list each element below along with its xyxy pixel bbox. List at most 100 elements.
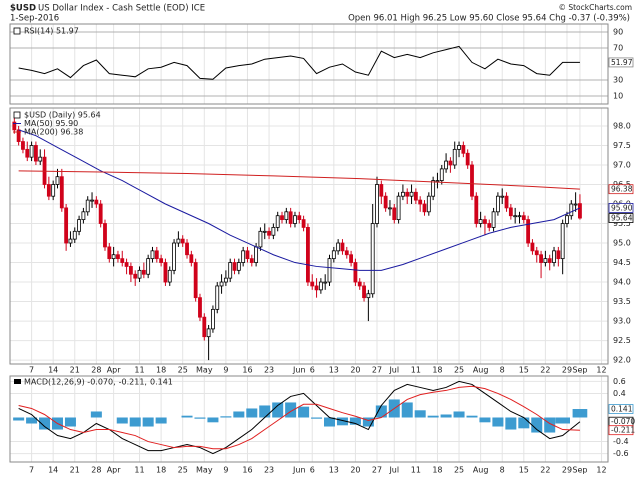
candle-body [258, 230, 263, 248]
x-tick-label: Sep [572, 366, 587, 375]
candle-body [128, 266, 133, 275]
panel-border [9, 107, 609, 365]
candle-body [64, 207, 69, 244]
histogram-bar [194, 417, 206, 419]
candle-body [331, 250, 336, 260]
candle-body [569, 203, 574, 217]
value-tag-label: -0.211 [611, 426, 635, 435]
candle-body [154, 250, 159, 260]
x-tick-label: 18 [156, 466, 166, 475]
candle-body [232, 262, 237, 271]
candle-body [271, 227, 276, 236]
candle-body [85, 199, 90, 213]
x-tick-label: May [196, 466, 213, 475]
x-tick-label: 7 [29, 466, 34, 475]
x-tick-label: 13 [329, 366, 339, 375]
candle-body [552, 250, 556, 263]
x-tick-label: Apr [107, 366, 122, 375]
candle-body [444, 160, 448, 170]
x-tick-label: 16 [242, 366, 252, 375]
histogram-bar [285, 402, 297, 418]
candle-body [439, 168, 444, 181]
x-tick-label: Apr [107, 466, 122, 475]
value-tag-label: 51.97 [611, 58, 633, 67]
candle-body [517, 215, 522, 218]
line [18, 170, 580, 190]
candle-body [530, 242, 535, 252]
histogram-bar [26, 417, 38, 424]
x-tick-label: 22 [540, 366, 550, 375]
candle-body [25, 148, 30, 158]
histogram-bar [64, 417, 76, 427]
value-tag [608, 203, 634, 213]
value-tag-label: -0.070 [611, 417, 635, 426]
line [18, 380, 581, 455]
y-tick-label: 30 [613, 76, 623, 85]
histogram-bar [90, 411, 102, 418]
x-tick-label: 20 [350, 366, 360, 375]
y-tick-label: 70 [613, 44, 623, 53]
histogram-bar [13, 417, 25, 421]
line [18, 385, 580, 450]
candle-body [409, 191, 414, 197]
x-tick-label: 12 [596, 366, 606, 375]
candle-body [306, 227, 310, 283]
candle-body [431, 180, 436, 197]
candle-body [310, 281, 315, 287]
histogram-bar [492, 417, 504, 427]
candle-body [547, 258, 552, 263]
candle-body [249, 258, 254, 263]
line [18, 45, 580, 80]
x-tick-label: 6 [310, 466, 315, 475]
candle-body [55, 176, 60, 185]
histogram-bar [427, 415, 439, 418]
candle-body [206, 328, 211, 338]
x-tick-label: 23 [264, 466, 274, 475]
candle-body [556, 250, 561, 260]
candle-body [245, 250, 250, 260]
candle-body [504, 195, 509, 209]
candle-body [452, 148, 457, 166]
x-tick-label: 11 [134, 366, 144, 375]
x-tick-label: 8 [500, 366, 505, 375]
candle-body [159, 258, 164, 263]
value-tag [608, 184, 634, 195]
candle-body [495, 195, 500, 213]
candle-body [288, 211, 293, 224]
y-tick-label: 95.5 [613, 219, 631, 228]
candle-body [435, 180, 440, 182]
value-tag [608, 213, 634, 223]
histogram-bar [311, 417, 323, 419]
candle-body [202, 316, 207, 338]
candle-body [461, 145, 466, 154]
candle-body [198, 297, 202, 318]
y-tick-label: 93.0 [613, 317, 631, 326]
candle-body [116, 254, 120, 260]
x-tick-label: 29 [562, 466, 572, 475]
candle-body [146, 258, 151, 275]
candle-body [573, 203, 578, 206]
candle-body [526, 219, 531, 244]
histogram-bar [401, 402, 413, 418]
x-tick-label: 6 [310, 366, 315, 375]
histogram-bar [116, 417, 128, 424]
candle-body [344, 250, 349, 256]
x-tick-label: 21 [70, 366, 80, 375]
histogram-bar [142, 417, 154, 427]
histogram-bar [544, 417, 556, 433]
candle-body [474, 195, 479, 224]
histogram-bar [453, 411, 465, 418]
candle-body [483, 219, 487, 224]
histogram-bar [349, 417, 361, 425]
value-tag-label: 96.38 [611, 185, 633, 194]
quote: Open 96.01 High 96.25 Low 95.60 Close 95… [348, 14, 630, 24]
candle-body [513, 215, 518, 218]
value-tag [608, 57, 634, 68]
candle-body [392, 207, 397, 221]
value-tag-label: 95.64 [611, 214, 633, 223]
candle-body [297, 215, 302, 221]
candle-body [262, 230, 267, 233]
candle-body [301, 219, 306, 228]
candle-body [422, 203, 427, 213]
